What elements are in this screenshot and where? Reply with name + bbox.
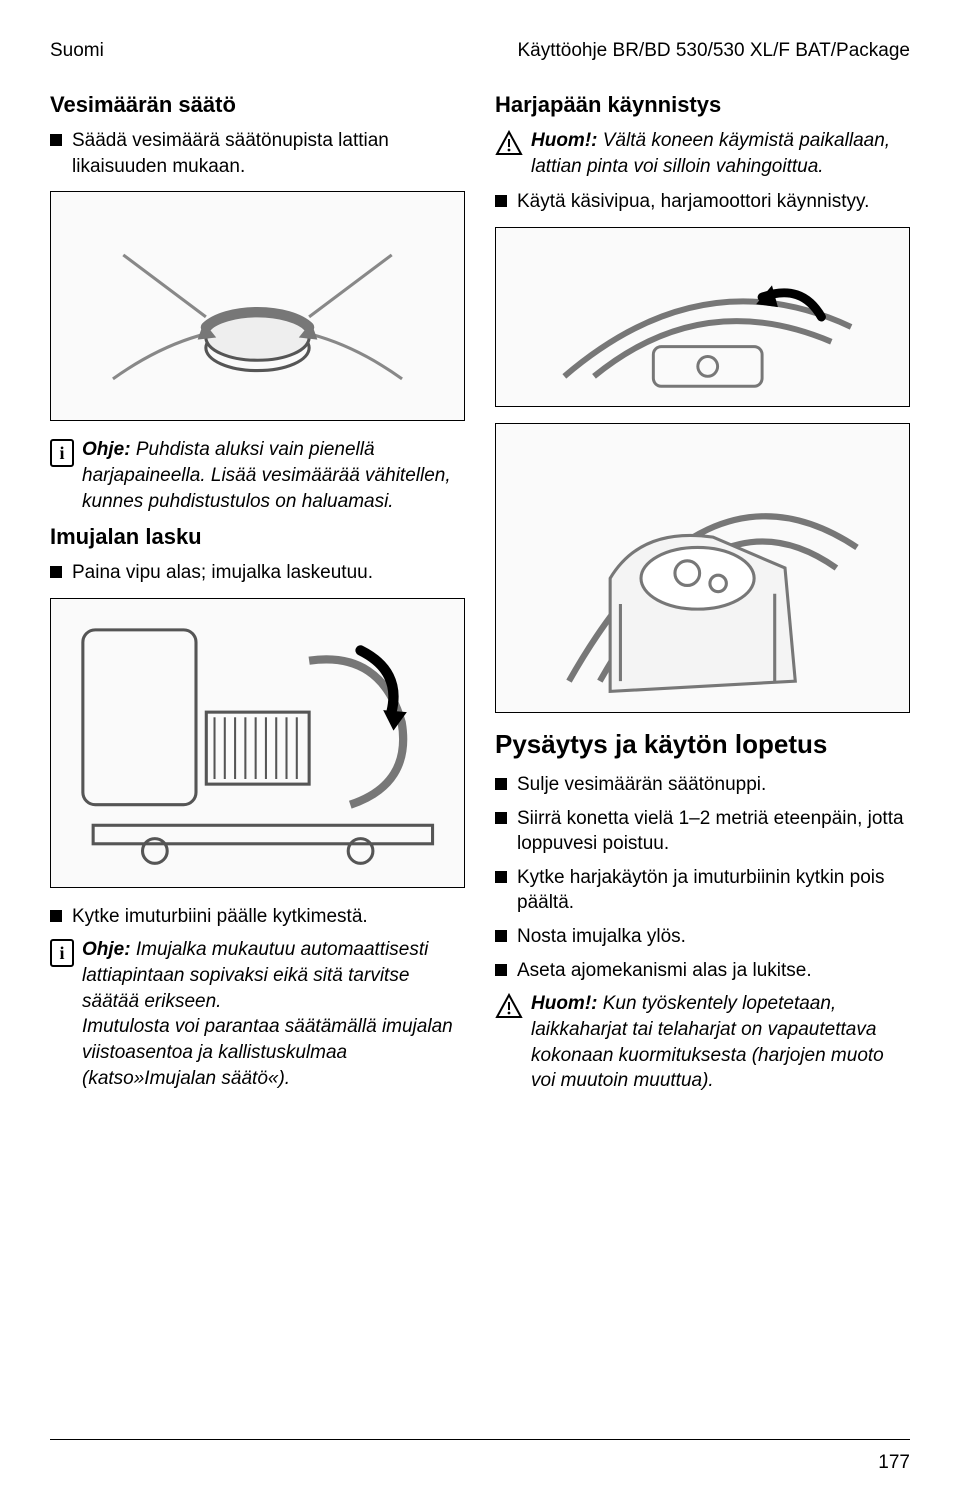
figure-water-adjust [50, 191, 465, 421]
warn2-label: Huom!: [531, 993, 597, 1014]
info1-label: Ohje: [82, 439, 131, 460]
bullet-text: Säädä vesimäärä säätönupista lattian lik… [72, 128, 465, 179]
warning-icon [495, 993, 523, 1019]
bp3-text: Kytke harjakäytön ja imuturbiinin kytkin… [517, 865, 910, 916]
bullet-text-imujalan: Paina vipu alas; imujalka laskeutuu. [72, 560, 373, 586]
bullet-icon [50, 134, 62, 146]
bullet-icon [495, 778, 507, 790]
heading-vesi: Vesimäärän säätö [50, 92, 465, 118]
bullet-imujalan: Paina vipu alas; imujalka laskeutuu. [50, 560, 465, 586]
bp5-text: Aseta ajomekanismi alas ja lukitse. [517, 958, 812, 984]
figure-machine-top [495, 423, 910, 713]
bullet-p3: Kytke harjakäytön ja imuturbiinin kytkin… [495, 865, 910, 916]
info-icon: i [50, 939, 74, 967]
bullet-kytke: Kytke imuturbiini päälle kytkimestä. [50, 904, 465, 930]
bullet-p2: Siirrä konetta vielä 1–2 metriä eteenpäi… [495, 806, 910, 857]
bullet-text-kytke: Kytke imuturbiini päälle kytkimestä. [72, 904, 368, 930]
header-left: Suomi [50, 40, 104, 62]
info1-text: Puhdista aluksi vain pienellä harjapaine… [82, 439, 451, 511]
bullet-icon [50, 910, 62, 922]
page-number: 177 [878, 1452, 910, 1474]
warn1-label: Huom!: [531, 130, 597, 151]
machine-top-illustration-icon [497, 424, 908, 712]
bp4-text: Nosta imujalka ylös. [517, 924, 686, 950]
warn-block-1: Huom!: Vältä koneen käymistä paikallaan,… [495, 128, 910, 179]
info-block-2: i Ohje: Imujalka mukautuu automaattisest… [50, 937, 465, 1091]
bullet-icon [50, 566, 62, 578]
figure-handle-start [495, 227, 910, 407]
info2-label: Ohje: [82, 939, 131, 960]
left-column: Vesimäärän säätö Säädä vesimäärä säätönu… [50, 92, 465, 1104]
bullet-kayta: Käytä käsivipua, harjamoottori käynnisty… [495, 189, 910, 215]
footer-rule [50, 1439, 910, 1440]
info-icon: i [50, 439, 74, 467]
bp1-text: Sulje vesimäärän säätönuppi. [517, 772, 766, 798]
heading-imujalan: Imujalan lasku [50, 524, 465, 550]
bullet-icon [495, 964, 507, 976]
bullet-icon [495, 871, 507, 883]
bullet-icon [495, 812, 507, 824]
bullet-vesi: Säädä vesimäärä säätönupista lattian lik… [50, 128, 465, 179]
warn-block-2: Huom!: Kun työskentely lopetetaan, laikk… [495, 991, 910, 1094]
heading-pysaytys: Pysäytys ja käytön lopetus [495, 729, 910, 760]
info-block-1: i Ohje: Puhdista aluksi vain pienellä ha… [50, 437, 465, 514]
bullet-text-kayta: Käytä käsivipua, harjamoottori käynnisty… [517, 189, 869, 215]
heading-harja: Harjapään käynnistys [495, 92, 910, 118]
info2-text: Imujalka mukautuu automaattisesti lattia… [82, 939, 453, 1088]
bullet-p5: Aseta ajomekanismi alas ja lukitse. [495, 958, 910, 984]
bullet-icon [495, 930, 507, 942]
bullet-icon [495, 195, 507, 207]
lever-illustration-icon [505, 228, 901, 406]
header-right: Käyttöohje BR/BD 530/530 XL/F BAT/Packag… [517, 40, 910, 62]
bp2-text: Siirrä konetta vielä 1–2 metriä eteenpäi… [517, 806, 910, 857]
squeegee-illustration-icon [52, 599, 463, 887]
bullet-p1: Sulje vesimäärän säätönuppi. [495, 772, 910, 798]
figure-squeegee-lower [50, 598, 465, 888]
bullet-p4: Nosta imujalka ylös. [495, 924, 910, 950]
warning-icon [495, 130, 523, 156]
dial-illustration-icon [51, 193, 464, 420]
right-column: Harjapään käynnistys Huom!: Vältä koneen… [495, 92, 910, 1104]
